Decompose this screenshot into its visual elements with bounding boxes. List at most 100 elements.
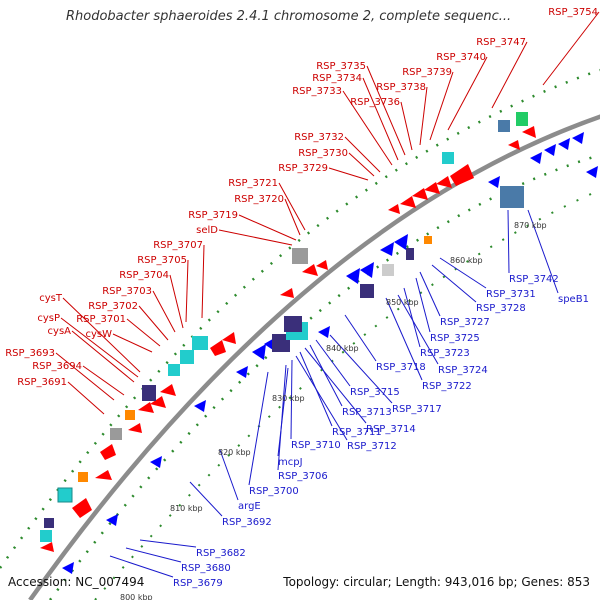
reverse-gene[interactable] bbox=[488, 176, 500, 188]
reverse-gene[interactable] bbox=[62, 562, 74, 574]
forward-gene[interactable] bbox=[400, 196, 416, 208]
forward-gene[interactable] bbox=[388, 204, 400, 214]
forward-gene[interactable] bbox=[316, 260, 328, 270]
leader-line bbox=[348, 152, 375, 177]
forward-gene[interactable] bbox=[110, 428, 122, 440]
leader-line bbox=[277, 367, 289, 457]
accession-label: Accession: NC_007494 bbox=[8, 575, 145, 589]
reverse-gene[interactable] bbox=[252, 344, 266, 360]
reverse-gene[interactable] bbox=[194, 400, 206, 412]
forward-gene[interactable] bbox=[78, 472, 88, 482]
forward-gene[interactable] bbox=[210, 340, 226, 356]
forward-gene[interactable] bbox=[516, 112, 528, 126]
gene-label-forward: RSP_3701 bbox=[76, 314, 126, 325]
leader-line bbox=[109, 555, 174, 578]
leader-line bbox=[400, 101, 413, 151]
reverse-gene[interactable] bbox=[284, 316, 302, 332]
leader-line bbox=[344, 136, 381, 173]
forward-gene[interactable] bbox=[522, 126, 536, 138]
forward-gene[interactable] bbox=[95, 470, 112, 480]
reverse-gene[interactable] bbox=[586, 166, 598, 178]
reverse-gene[interactable] bbox=[572, 132, 584, 144]
backbone-layer bbox=[0, 68, 600, 602]
leader-line bbox=[138, 305, 169, 341]
leader-line bbox=[304, 347, 367, 424]
forward-gene[interactable] bbox=[222, 332, 236, 344]
gene-label-forward: RSP_3754 bbox=[548, 7, 598, 18]
forward-gene[interactable] bbox=[292, 248, 308, 264]
forward-gene[interactable] bbox=[100, 444, 116, 460]
forward-gene[interactable] bbox=[424, 182, 440, 194]
reverse-gene[interactable] bbox=[382, 264, 394, 276]
gene-features bbox=[40, 112, 598, 574]
forward-gene[interactable] bbox=[150, 396, 166, 408]
forward-gene[interactable] bbox=[128, 423, 142, 433]
gene-label-forward: cysW bbox=[85, 329, 112, 340]
gene-label-reverse: RSP_3692 bbox=[222, 517, 272, 528]
reverse-gene[interactable] bbox=[530, 152, 542, 164]
reverse-gene[interactable] bbox=[44, 518, 54, 528]
leader-line bbox=[126, 318, 161, 347]
gene-label-reverse: RSP_3679 bbox=[173, 578, 223, 589]
scale-tick-label: 840 kbp bbox=[326, 344, 359, 353]
reverse-gene[interactable] bbox=[346, 268, 360, 284]
gene-label-reverse: RSP_3712 bbox=[347, 441, 397, 452]
reverse-gene[interactable] bbox=[424, 236, 432, 244]
forward-gene[interactable] bbox=[138, 402, 154, 413]
scale-tick-label: 800 kbp bbox=[120, 593, 153, 600]
reverse-gene[interactable] bbox=[40, 530, 52, 542]
leader-line bbox=[218, 229, 293, 246]
forward-gene[interactable] bbox=[168, 364, 180, 376]
gene-label-forward: RSP_3719 bbox=[188, 210, 238, 221]
forward-gene[interactable] bbox=[412, 188, 428, 200]
scale-tick-label: 870 kbp bbox=[514, 221, 547, 230]
reverse-gene[interactable] bbox=[106, 514, 118, 526]
leader-line bbox=[315, 339, 351, 387]
gene-label-reverse: speB1 bbox=[558, 294, 589, 305]
gene-label-forward: RSP_3707 bbox=[153, 240, 203, 251]
leader-line bbox=[439, 257, 487, 289]
leader-line bbox=[329, 334, 393, 404]
reverse-gene[interactable] bbox=[500, 186, 524, 208]
forward-gene[interactable] bbox=[40, 542, 54, 552]
forward-gene[interactable] bbox=[180, 350, 194, 364]
leader-line bbox=[447, 56, 488, 131]
reverse-gene[interactable] bbox=[360, 262, 374, 278]
leader-lines bbox=[55, 11, 600, 578]
forward-gene[interactable] bbox=[436, 176, 452, 188]
forward-gene[interactable] bbox=[442, 152, 454, 164]
gene-label-forward: RSP_3704 bbox=[119, 270, 169, 281]
reverse-gene[interactable] bbox=[380, 242, 394, 256]
backbone-circle bbox=[28, 114, 600, 602]
forward-gene[interactable] bbox=[192, 336, 208, 350]
forward-gene[interactable] bbox=[280, 288, 294, 298]
forward-gene[interactable] bbox=[498, 120, 510, 132]
reverse-gene[interactable] bbox=[150, 456, 162, 468]
reverse-gene[interactable] bbox=[236, 366, 248, 378]
gene-label-forward: RSP_3747 bbox=[476, 37, 526, 48]
leader-line bbox=[219, 449, 239, 501]
gene-label-reverse: RSP_3714 bbox=[366, 424, 416, 435]
reverse-gene[interactable] bbox=[558, 138, 570, 150]
forward-gene[interactable] bbox=[450, 164, 474, 186]
forward-gene[interactable] bbox=[57, 487, 73, 503]
reverse-gene[interactable] bbox=[544, 144, 556, 156]
reverse-gene[interactable] bbox=[272, 334, 290, 352]
gene-label-reverse: RSP_3718 bbox=[376, 362, 426, 373]
forward-gene[interactable] bbox=[508, 140, 520, 150]
forward-gene[interactable] bbox=[125, 410, 135, 420]
gene-label-forward: cysT bbox=[39, 293, 63, 304]
leader-line bbox=[403, 287, 421, 348]
forward-gene[interactable] bbox=[72, 498, 92, 518]
reverse-gene[interactable] bbox=[394, 234, 408, 250]
gene-label-reverse: RSP_3715 bbox=[350, 387, 400, 398]
forward-gene[interactable] bbox=[142, 385, 156, 401]
reverse-gene[interactable] bbox=[318, 326, 330, 338]
leader-line bbox=[362, 77, 399, 161]
forward-gene[interactable] bbox=[302, 264, 318, 276]
forward-gene[interactable] bbox=[160, 384, 176, 396]
gene-label-reverse: RSP_3722 bbox=[422, 381, 472, 392]
reverse-gene[interactable] bbox=[406, 248, 414, 260]
reverse-gene[interactable] bbox=[360, 284, 374, 298]
gene-label-reverse: RSP_3723 bbox=[420, 348, 470, 359]
